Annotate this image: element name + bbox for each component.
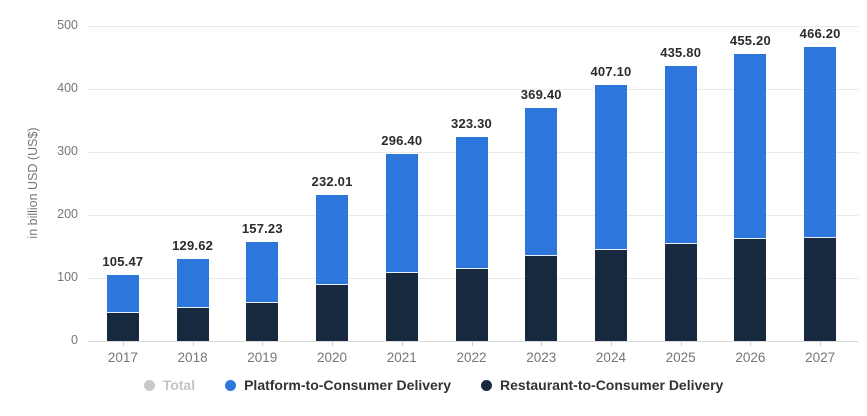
x-tick-label-2022: 2022 (456, 350, 487, 365)
x-tick-label-2027: 2027 (805, 350, 836, 365)
legend-item-platform-to-consumer-delivery[interactable]: Platform-to-Consumer Delivery (225, 377, 451, 393)
x-tick-mark-2018 (192, 342, 194, 346)
total-label-2027: 466.20 (799, 26, 841, 42)
total-label-2024: 407.10 (590, 63, 632, 79)
x-tick-mark-2024 (610, 342, 612, 346)
total-label-2022: 323.30 (451, 116, 492, 132)
x-tick-mark-2023 (541, 342, 543, 346)
legend-item-restaurant-to-consumer-delivery[interactable]: Restaurant-to-Consumer Delivery (481, 377, 723, 393)
y-tick-label-300: 300 (57, 144, 78, 158)
bar-2023-platform-to-consumer-delivery[interactable] (525, 108, 558, 256)
y-tick-label-200: 200 (57, 207, 78, 221)
x-tick-label-2017: 2017 (107, 350, 138, 365)
x-tick-mark-2020 (332, 342, 334, 346)
gridline-y-0 (88, 341, 858, 342)
x-tick-label-2020: 2020 (317, 350, 348, 365)
bar-2019-restaurant-to-consumer-delivery[interactable] (246, 302, 279, 341)
legend-item-total[interactable]: Total (143, 377, 196, 393)
legend-dot-icon (143, 379, 155, 391)
y-tick-label-0: 0 (71, 333, 78, 347)
legend-dot-icon (225, 379, 237, 391)
x-tick-label-2024: 2024 (595, 350, 626, 365)
x-tick-mark-2026 (750, 342, 752, 346)
x-tick-label-2026: 2026 (735, 350, 766, 365)
bar-2024-platform-to-consumer-delivery[interactable] (594, 84, 627, 250)
total-label-2020: 232.01 (311, 173, 353, 189)
total-label-2025: 435.80 (660, 45, 702, 61)
total-label-2018: 129.62 (172, 238, 214, 254)
x-tick-mark-2027 (820, 342, 822, 346)
x-tick-label-2018: 2018 (177, 350, 208, 365)
y-tick-label-400: 400 (57, 81, 78, 95)
bar-2025-platform-to-consumer-delivery[interactable] (664, 66, 697, 244)
x-tick-mark-2017 (122, 342, 124, 346)
total-label-2019: 157.23 (241, 220, 283, 236)
bar-2021-restaurant-to-consumer-delivery[interactable] (385, 272, 418, 341)
bar-2022-restaurant-to-consumer-delivery[interactable] (455, 268, 488, 341)
x-tick-mark-2025 (680, 342, 682, 346)
y-tick-label-100: 100 (57, 270, 78, 284)
bar-2022-platform-to-consumer-delivery[interactable] (455, 137, 488, 269)
bar-2025-restaurant-to-consumer-delivery[interactable] (664, 243, 697, 341)
bar-2021-platform-to-consumer-delivery[interactable] (385, 154, 418, 273)
x-tick-mark-2022 (471, 342, 473, 346)
bar-2023-restaurant-to-consumer-delivery[interactable] (525, 255, 558, 341)
x-tick-label-2025: 2025 (665, 350, 696, 365)
bar-2024-restaurant-to-consumer-delivery[interactable] (594, 249, 627, 341)
legend-label: Platform-to-Consumer Delivery (244, 377, 452, 393)
bar-2019-platform-to-consumer-delivery[interactable] (246, 241, 279, 303)
bar-2026-restaurant-to-consumer-delivery[interactable] (734, 238, 767, 341)
bar-2027-restaurant-to-consumer-delivery[interactable] (804, 238, 837, 341)
legend: Total Platform-to-Consumer Delivery Restau… (0, 372, 867, 398)
bar-2026-platform-to-consumer-delivery[interactable] (734, 54, 767, 239)
total-label-2017: 105.47 (102, 253, 144, 269)
x-tick-label-2019: 2019 (247, 350, 278, 365)
total-label-2021: 296.40 (381, 133, 423, 149)
x-tick-mark-2021 (401, 342, 403, 346)
bar-2020-platform-to-consumer-delivery[interactable] (316, 194, 349, 285)
bar-2020-restaurant-to-consumer-delivery[interactable] (316, 284, 349, 341)
total-label-2026: 455.20 (729, 33, 771, 49)
x-tick-label-2023: 2023 (526, 350, 557, 365)
gridline-y-500 (88, 26, 858, 27)
total-label-2023: 369.40 (520, 87, 562, 103)
legend-label: Total (162, 377, 196, 393)
y-tick-label-500: 500 (57, 18, 78, 32)
x-tick-label-2021: 2021 (386, 350, 417, 365)
bar-2017-platform-to-consumer-delivery[interactable] (106, 274, 139, 314)
legend-label: Restaurant-to-Consumer Delivery (500, 377, 724, 393)
legend-dot-icon (481, 379, 493, 391)
x-tick-mark-2019 (262, 342, 264, 346)
bar-2018-platform-to-consumer-delivery[interactable] (176, 259, 209, 309)
bar-2017-restaurant-to-consumer-delivery[interactable] (106, 313, 139, 341)
bar-2027-platform-to-consumer-delivery[interactable] (804, 47, 837, 239)
bar-2018-restaurant-to-consumer-delivery[interactable] (176, 308, 209, 341)
gridline-y-400 (88, 89, 858, 90)
